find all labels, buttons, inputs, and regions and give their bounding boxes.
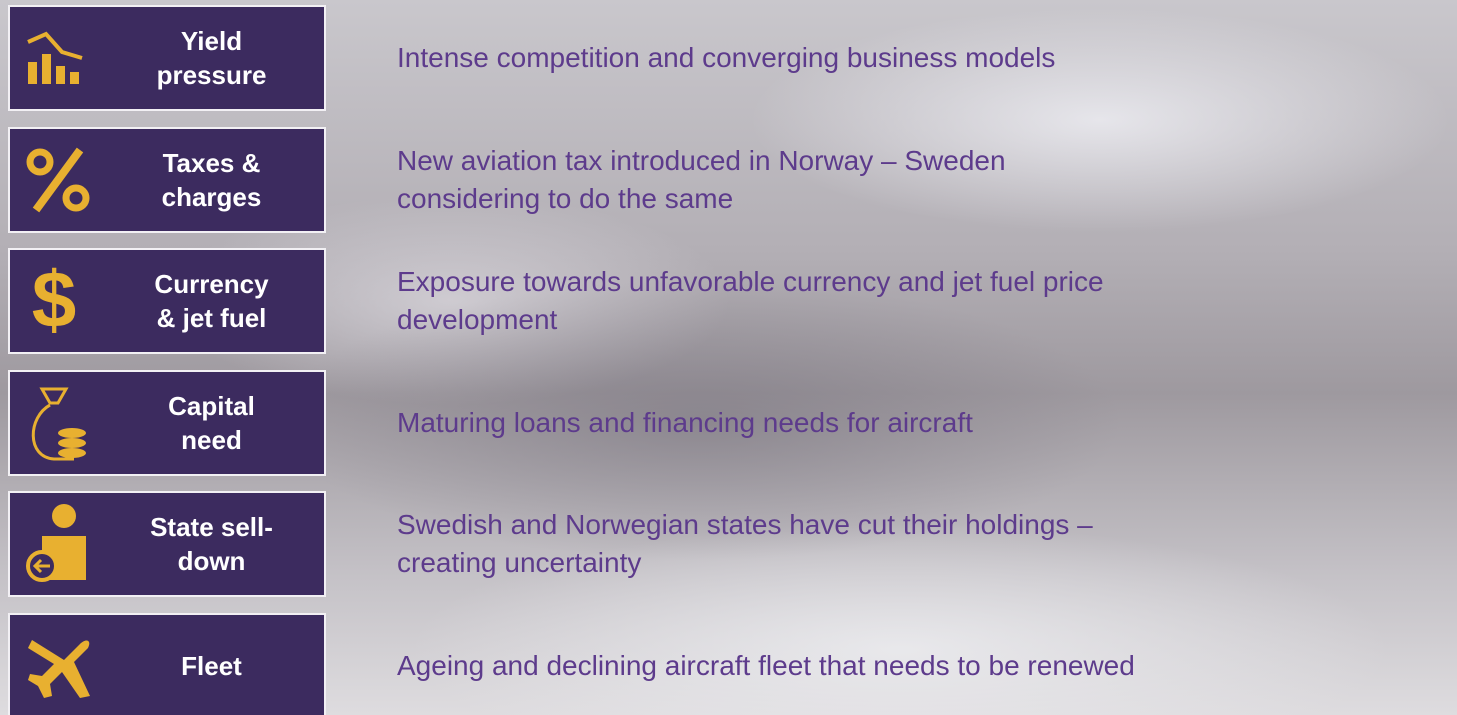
category-box: Yield pressure: [8, 5, 326, 111]
description-line: Maturing loans and financing needs for a…: [397, 406, 973, 438]
description-line: Exposure towards unfavorable currency an…: [397, 266, 1104, 297]
category-box: Taxes & charges: [8, 126, 326, 233]
label-line: Capital: [168, 390, 255, 421]
label-line: pressure: [156, 60, 267, 90]
label-line: Yield: [180, 26, 243, 56]
category-label: Taxes & charges: [105, 146, 318, 214]
description-line: Swedish and Norwegian states have cut th…: [397, 509, 1093, 540]
description: Swedish and Norwegian states have cut th…: [397, 506, 1093, 582]
description: Intense competition and converging busin…: [397, 39, 1055, 77]
category-box: Fleet: [8, 612, 326, 715]
description-line: considering to do the same: [397, 182, 734, 214]
icon: [27, 31, 83, 84]
icon: $: [32, 261, 77, 341]
label-line: need: [181, 424, 242, 455]
description-line: creating uncertainty: [397, 547, 642, 578]
icon: [31, 387, 86, 460]
category-label: Capital need: [105, 389, 318, 457]
description: Exposure towards unfavorable currency an…: [397, 263, 1104, 339]
category-label: Currency & jet fuel: [105, 267, 318, 335]
description-line: New aviation tax introduced in Norway – …: [397, 144, 1006, 176]
description-line: development: [397, 304, 558, 335]
category-box: State sell-down: [8, 491, 326, 597]
category-label: State sell-down: [105, 510, 318, 578]
label-line: charges: [161, 181, 262, 212]
description: New aviation tax introduced in Norway – …: [397, 142, 1006, 218]
description-line: Intense competition and converging busin…: [397, 42, 1056, 73]
label-line: State sell-: [150, 512, 273, 542]
label-line: Currency: [154, 269, 269, 299]
svg-text:$: $: [32, 261, 77, 341]
description-line: Ageing and declining aircraft fleet that…: [397, 649, 1135, 681]
category-box: Capital need: [8, 369, 326, 476]
label-line: & jet fuel: [156, 303, 267, 333]
description: Maturing loans and financing needs for a…: [397, 404, 973, 442]
label-line: Fleet: [181, 650, 242, 681]
category-label: Fleet: [105, 649, 318, 683]
category-label: Yield pressure: [105, 24, 318, 92]
icon: [26, 147, 90, 212]
description: Ageing and declining aircraft fleet that…: [397, 647, 1135, 685]
label-line: Taxes &: [162, 147, 261, 178]
icon: [28, 639, 90, 698]
icon: [26, 504, 86, 582]
label-line: down: [177, 546, 246, 576]
category-box: $ Currency & jet fuel: [8, 248, 326, 354]
